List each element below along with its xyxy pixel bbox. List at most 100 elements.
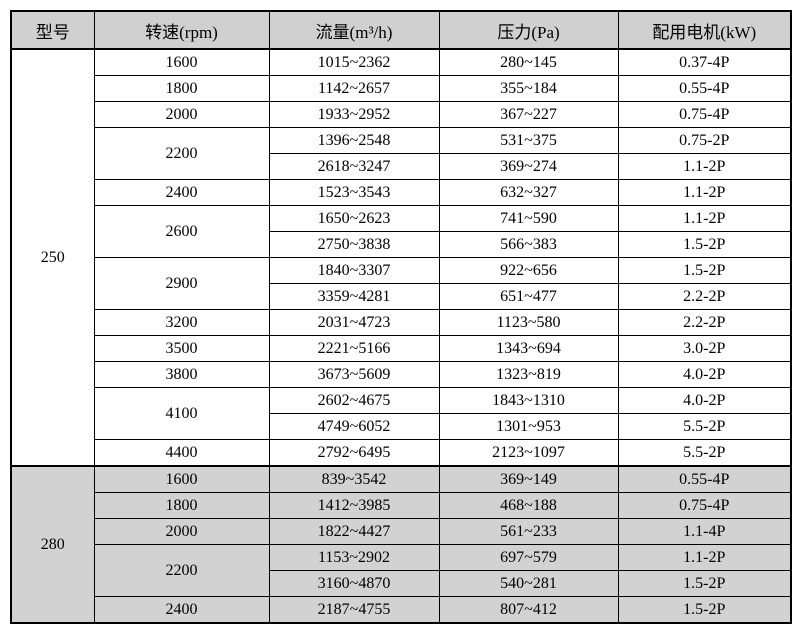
speed-cell: 4100	[93, 387, 270, 440]
table-row: 3200 2031~4723 1123~580 2.2-2P	[11, 309, 792, 336]
pressure-cell: 2123~1097	[438, 439, 619, 467]
spec-table: 型号 转速(rpm) 流量(m³/h) 压力(Pa) 配用电机(kW) 250 1…	[10, 10, 792, 624]
table-row: 1800 1412~3985 468~188 0.75-4P	[11, 492, 792, 519]
speed-cell: 2400	[93, 596, 270, 624]
pressure-cell: 531~375	[438, 127, 619, 154]
speed-cell: 2900	[93, 257, 270, 310]
motor-cell: 0.75-2P	[617, 127, 792, 154]
motor-cell: 5.5-2P	[617, 439, 792, 467]
pressure-cell: 922~656	[438, 257, 619, 284]
speed-cell: 3800	[93, 361, 270, 388]
flow-cell: 1650~2623	[268, 205, 440, 232]
motor-cell: 0.55-4P	[617, 465, 792, 493]
speed-cell: 3200	[93, 309, 270, 336]
flow-cell: 1933~2952	[268, 101, 440, 128]
table-row: 3800 3673~5609 1323~819 4.0-2P	[11, 361, 792, 388]
table-row: 2400 2187~4755 807~412 1.5-2P	[11, 596, 792, 624]
flow-cell: 3359~4281	[268, 283, 440, 310]
flow-cell: 2187~4755	[268, 596, 440, 624]
pressure-cell: 367~227	[438, 101, 619, 128]
pressure-cell: 632~327	[438, 179, 619, 206]
motor-cell: 1.1-2P	[617, 544, 792, 571]
table-row: 2000 1822~4427 561~233 1.1-4P	[11, 518, 792, 545]
pressure-cell: 741~590	[438, 205, 619, 232]
table-row: 2618~3247 369~274 1.1-2P	[11, 153, 792, 180]
pressure-cell: 1123~580	[438, 309, 619, 336]
motor-cell: 1.5-2P	[617, 570, 792, 597]
speed-cell: 2000	[93, 101, 270, 128]
motor-cell: 2.2-2P	[617, 309, 792, 336]
table-row: 2900 1840~3307 922~656 1.5-2P	[11, 257, 792, 310]
speed-cell: 2200	[93, 544, 270, 597]
pressure-cell: 369~274	[438, 153, 619, 180]
flow-cell: 3673~5609	[268, 361, 440, 388]
speed-cell: 2600	[93, 205, 270, 258]
motor-cell: 1.1-2P	[617, 205, 792, 232]
header-pressure: 压力(Pa)	[438, 10, 619, 50]
pressure-cell: 697~579	[438, 544, 619, 571]
flow-cell: 2602~4675	[268, 387, 440, 414]
pressure-cell: 280~145	[438, 48, 619, 76]
pressure-cell: 540~281	[438, 570, 619, 597]
table-row: 2000 1933~2952 367~227 0.75-4P	[11, 101, 792, 128]
model-cell: 280	[10, 465, 95, 624]
flow-cell: 1412~3985	[268, 492, 440, 519]
motor-cell: 1.1-2P	[617, 179, 792, 206]
motor-cell: 1.1-4P	[617, 518, 792, 545]
flow-cell: 2031~4723	[268, 309, 440, 336]
table-row: 250 1600 1015~2362 280~145 0.37-4P	[10, 48, 792, 467]
flow-cell: 1153~2902	[268, 544, 440, 571]
speed-cell: 1800	[93, 492, 270, 519]
motor-cell: 2.2-2P	[617, 283, 792, 310]
motor-cell: 0.37-4P	[617, 48, 792, 76]
table-row: 2200 1153~2902 697~579 1.1-2P	[11, 544, 792, 597]
pressure-cell: 468~188	[438, 492, 619, 519]
pressure-cell: 1301~953	[438, 413, 619, 440]
speed-cell: 3500	[93, 335, 270, 362]
pressure-cell: 561~233	[438, 518, 619, 545]
header-row: 型号 转速(rpm) 流量(m³/h) 压力(Pa) 配用电机(kW)	[10, 10, 792, 50]
speed-cell: 1600	[93, 465, 270, 493]
motor-cell: 1.5-2P	[617, 596, 792, 624]
pressure-cell: 355~184	[438, 75, 619, 102]
flow-cell: 1840~3307	[268, 257, 440, 284]
pressure-cell: 369~149	[438, 465, 619, 493]
header-motor: 配用电机(kW)	[617, 10, 792, 50]
pressure-cell: 1343~694	[438, 335, 619, 362]
flow-cell: 3160~4870	[268, 570, 440, 597]
flow-cell: 4749~6052	[268, 413, 440, 440]
motor-cell: 1.5-2P	[617, 257, 792, 284]
table-body: 250 1600 1015~2362 280~145 0.37-4P 1800 1142~2…	[10, 48, 792, 624]
speed-cell: 1800	[93, 75, 270, 102]
flow-cell: 2792~6495	[268, 439, 440, 467]
motor-cell: 1.1-2P	[617, 153, 792, 180]
table-header: 型号 转速(rpm) 流量(m³/h) 压力(Pa) 配用电机(kW)	[10, 10, 792, 50]
motor-cell: 0.55-4P	[617, 75, 792, 102]
pressure-cell: 1323~819	[438, 361, 619, 388]
header-flow: 流量(m³/h)	[268, 10, 440, 50]
speed-cell: 2200	[93, 127, 270, 180]
pressure-cell: 651~477	[438, 283, 619, 310]
flow-cell: 1396~2548	[268, 127, 440, 154]
flow-cell: 2221~5166	[268, 335, 440, 362]
motor-cell: 3.0-2P	[617, 335, 792, 362]
table-row: 2200 1396~2548 531~375 0.75-2P	[11, 127, 792, 180]
flow-cell: 1523~3543	[268, 179, 440, 206]
table-row: 4400 2792~6495 2123~1097 5.5-2P	[11, 439, 792, 467]
pressure-cell: 1843~1310	[438, 387, 619, 414]
header-speed: 转速(rpm)	[93, 10, 270, 50]
flow-cell: 839~3542	[268, 465, 440, 493]
header-model: 型号	[10, 10, 95, 50]
motor-cell: 0.75-4P	[617, 101, 792, 128]
motor-cell: 4.0-2P	[617, 361, 792, 388]
speed-cell: 2000	[93, 518, 270, 545]
speed-cell: 4400	[93, 439, 270, 467]
table-row: 2400 1523~3543 632~327 1.1-2P	[11, 179, 792, 206]
motor-cell: 0.75-4P	[617, 492, 792, 519]
flow-cell: 2750~3838	[268, 231, 440, 258]
flow-cell: 1142~2657	[268, 75, 440, 102]
pressure-cell: 566~383	[438, 231, 619, 258]
table-row: 4100 2602~4675 1843~1310 4.0-2P	[11, 387, 792, 440]
model-cell: 250	[10, 48, 95, 467]
table-row: 280 1600 839~3542 369~149 0.55-4P	[10, 465, 792, 624]
